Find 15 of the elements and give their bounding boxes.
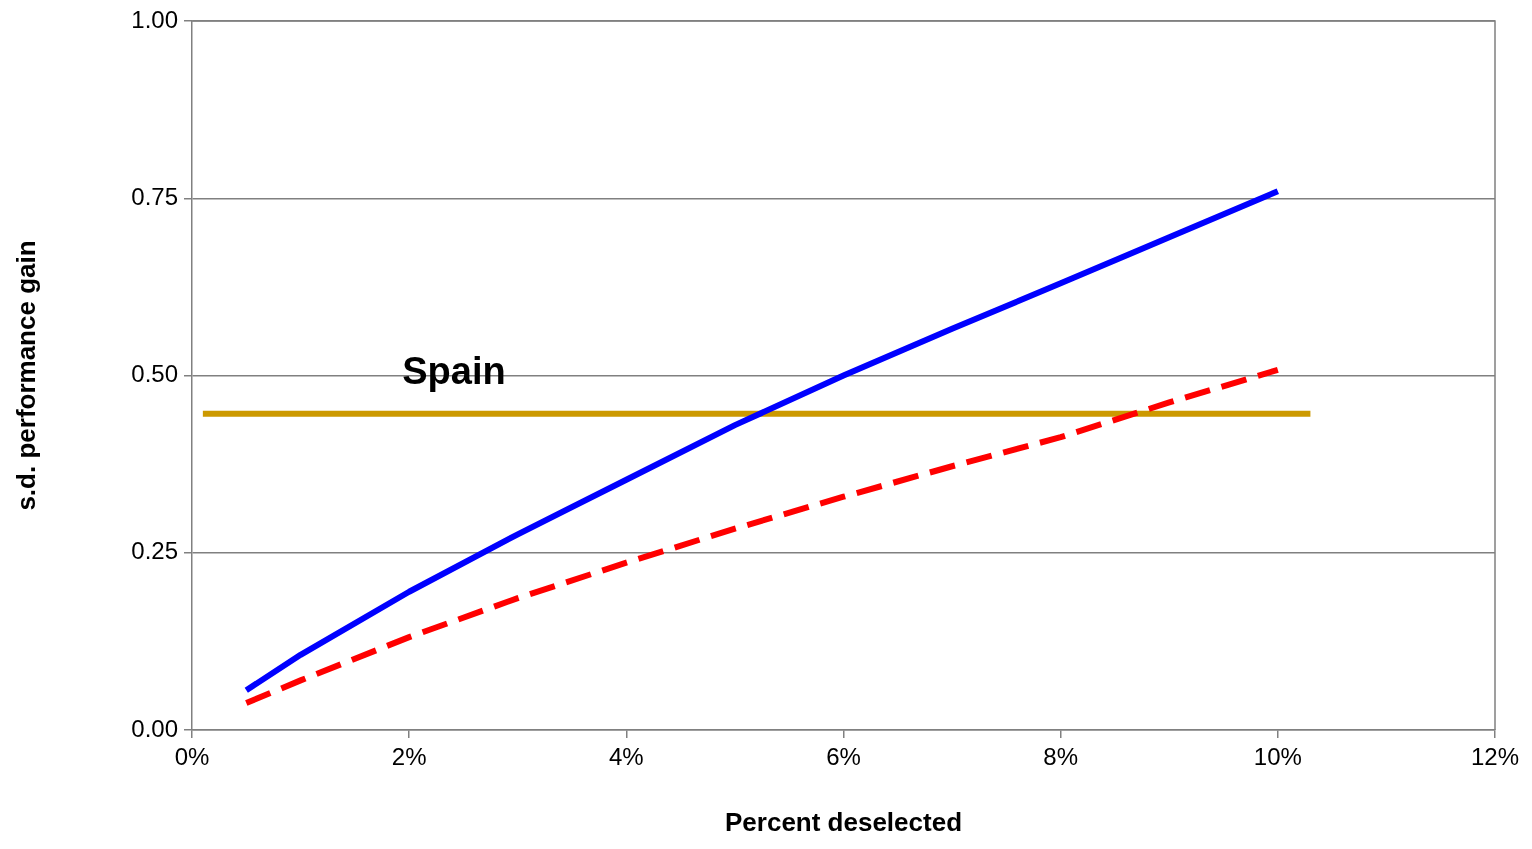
x-tick-label: 4%: [608, 743, 644, 771]
x-tick-label: 10%: [1253, 743, 1302, 771]
y-tick-label: 0.25: [131, 537, 178, 565]
x-tick-label: 0%: [174, 743, 210, 771]
x-axis-title: Percent deselected: [724, 806, 963, 837]
series-label: Spain: [402, 349, 506, 392]
x-tick-label: 8%: [1043, 743, 1079, 771]
x-tick-label: 2%: [391, 743, 427, 771]
y-tick-label: 1.00: [131, 5, 178, 33]
y-tick-label: 0.75: [131, 182, 178, 210]
x-tick-label: 12%: [1470, 743, 1520, 771]
y-tick-label: 0.00: [131, 714, 178, 742]
y-axis-title: s.d. performance gain: [10, 240, 41, 511]
y-tick-label: 0.50: [131, 360, 178, 388]
x-tick-label: 6%: [826, 743, 861, 771]
